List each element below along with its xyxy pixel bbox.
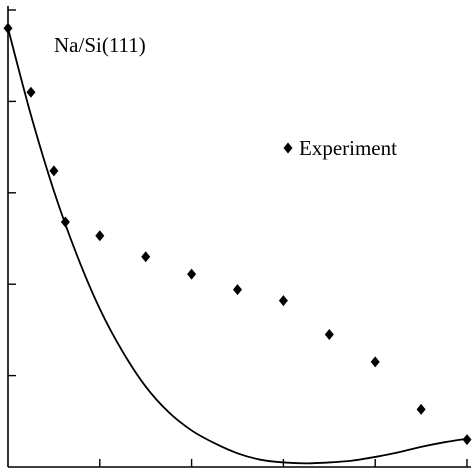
legend: Experiment xyxy=(283,136,397,160)
experiment-point-2 xyxy=(49,165,59,177)
experiment-point-4 xyxy=(95,230,105,242)
ticks xyxy=(8,9,468,467)
experiment-point-7 xyxy=(232,284,243,296)
experiment-point-1 xyxy=(26,86,36,98)
sample-annotation: Na/Si(111) xyxy=(54,33,146,57)
experiment-points xyxy=(3,22,472,446)
experiment-point-11 xyxy=(416,403,426,415)
experiment-point-5 xyxy=(141,251,151,263)
experiment-point-9 xyxy=(324,328,334,340)
experiment-point-3 xyxy=(60,216,70,228)
legend-marker-icon xyxy=(283,142,293,154)
axes xyxy=(7,6,471,468)
experiment-point-0 xyxy=(3,22,13,34)
experiment-point-12 xyxy=(462,434,472,446)
experiment-point-6 xyxy=(187,268,197,280)
experiment-point-8 xyxy=(278,295,288,307)
fit-curve xyxy=(7,28,468,465)
experiment-point-10 xyxy=(370,356,380,368)
legend-label: Experiment xyxy=(299,136,397,160)
